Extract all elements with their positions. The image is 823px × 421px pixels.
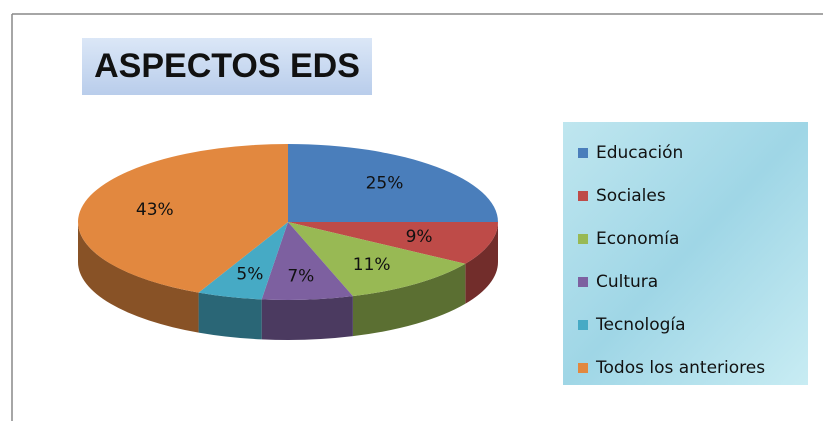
legend-swatch xyxy=(578,363,588,373)
chart-title: ASPECTOS EDS xyxy=(94,47,360,85)
pie-slice xyxy=(77,144,289,293)
pie-side xyxy=(261,296,353,340)
pie-side xyxy=(352,263,466,337)
pie-top xyxy=(198,222,288,300)
pie-slice xyxy=(198,222,288,300)
pie-slice xyxy=(288,222,466,297)
pie-slice xyxy=(288,144,498,222)
legend-label: Todos los anteriores xyxy=(595,358,765,378)
pie-slice xyxy=(261,222,353,300)
pie-slice xyxy=(288,222,498,264)
pie-side xyxy=(198,292,262,340)
pie-top xyxy=(77,144,289,293)
legend-label: Tecnología xyxy=(595,315,686,335)
data-label: 11% xyxy=(353,255,391,275)
data-label: 25% xyxy=(366,173,404,193)
legend-label: Economía xyxy=(596,229,679,249)
pie-side xyxy=(77,222,199,333)
pie-side xyxy=(465,222,498,304)
legend-swatch xyxy=(578,234,588,244)
data-label: 7% xyxy=(287,266,314,286)
legend-swatch xyxy=(578,191,588,201)
data-label: 5% xyxy=(236,264,263,284)
pie-tops xyxy=(77,144,498,300)
title-box xyxy=(82,38,372,95)
pie-top xyxy=(288,144,498,222)
legend-swatch xyxy=(578,148,588,158)
legend-label: Cultura xyxy=(596,272,658,292)
legend-label: Educación xyxy=(596,143,683,163)
pie-top xyxy=(261,222,353,300)
legend-swatch xyxy=(578,320,588,330)
legend-swatch xyxy=(578,277,588,287)
data-label: 9% xyxy=(406,227,433,247)
data-label: 43% xyxy=(136,200,174,220)
pie-sides xyxy=(77,222,498,340)
legend-box xyxy=(563,122,808,385)
pie-top xyxy=(288,222,498,264)
legend-label: Sociales xyxy=(596,186,666,206)
pie-top xyxy=(288,222,466,297)
